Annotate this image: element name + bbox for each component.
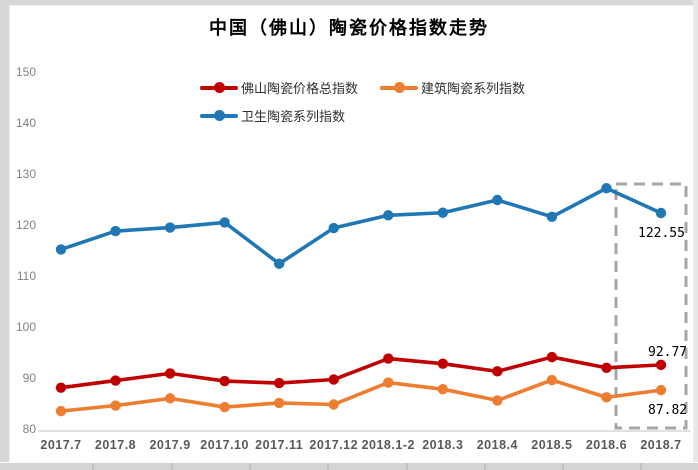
data-label-total-2018-7: 92.77 — [648, 345, 688, 360]
data-point — [328, 222, 339, 234]
y-axis-tick-label: 110 — [16, 269, 36, 283]
cell-divider — [562, 463, 565, 470]
x-axis-tick-label: 2017.12 — [309, 438, 359, 452]
data-point — [546, 374, 558, 386]
data-point — [383, 210, 394, 221]
series-line-0 — [59, 355, 663, 390]
y-axis-tick-label: 80 — [22, 422, 36, 436]
data-point — [110, 400, 121, 411]
legend-marker-blue — [200, 109, 238, 122]
legend-item-total-index: 佛山陶瓷价格总指数 — [200, 78, 358, 96]
legend-label: 佛山陶瓷价格总指数 — [241, 81, 359, 96]
y-axis-tick-label: 140 — [15, 116, 36, 130]
data-point — [164, 393, 176, 404]
data-point — [55, 405, 67, 417]
data-point — [601, 183, 612, 194]
data-point — [655, 207, 667, 219]
data-point — [55, 382, 67, 393]
data-point — [328, 399, 339, 410]
x-axis-tick-label: 2018.5 — [531, 438, 573, 452]
data-point — [546, 211, 558, 223]
x-axis-tick-label: 2018.7 — [640, 438, 682, 452]
data-point — [655, 359, 667, 371]
y-axis-tick-label: 90 — [22, 371, 36, 385]
data-point — [655, 384, 667, 396]
spreadsheet-edge-top — [0, 0, 698, 5]
data-point — [437, 384, 449, 395]
x-axis-tick-label: 2018.3 — [422, 438, 464, 452]
data-point — [219, 401, 230, 413]
data-point — [492, 366, 503, 377]
cell-divider — [640, 463, 643, 470]
legend-marker-orange — [380, 81, 418, 94]
x-axis-tick-label: 2017.7 — [40, 438, 82, 452]
data-point — [219, 375, 230, 387]
series-line-1 — [59, 378, 663, 413]
data-point — [328, 374, 339, 385]
data-point — [273, 397, 285, 409]
data-point — [383, 377, 394, 388]
legend-label: 卫生陶瓷系列指数 — [241, 109, 346, 124]
legend-item-building-index: 建筑陶瓷系列指数 — [380, 78, 525, 96]
spreadsheet-edge-left — [0, 0, 9, 470]
data-point — [55, 244, 67, 255]
x-axis-tick-label: 2017.8 — [94, 438, 137, 452]
x-axis-tick-label: 2017.9 — [149, 438, 191, 452]
y-axis-tick-label: 100 — [15, 320, 36, 334]
data-point — [437, 207, 449, 218]
x-axis-tick-label: 2018.6 — [585, 438, 628, 452]
series-line-2 — [59, 186, 663, 266]
data-point — [492, 194, 503, 206]
x-axis-tick-label: 2018.4 — [476, 438, 518, 452]
data-point — [110, 375, 121, 386]
spreadsheet-edge-right — [693, 0, 698, 470]
cell-divider — [248, 463, 251, 470]
cell-divider — [327, 463, 330, 470]
data-point — [219, 217, 230, 228]
data-label-building-2018-7: 87.82 — [648, 403, 688, 418]
y-axis-tick-label: 130 — [15, 167, 36, 181]
cell-divider — [483, 463, 486, 470]
spreadsheet-edge-bottom — [0, 462, 698, 470]
data-point — [273, 377, 285, 389]
highlight-box-2018-7 — [614, 182, 688, 430]
data-point — [601, 392, 612, 403]
data-label-sanitary-2018-7: 122.55 — [638, 226, 685, 241]
cell-divider — [92, 463, 95, 470]
y-axis-tick-label: 150 — [15, 65, 36, 79]
data-point — [110, 225, 121, 237]
x-axis-tick-label: 2018.1-2 — [361, 438, 415, 452]
x-axis-tick-label: 2017.11 — [255, 438, 304, 452]
data-point — [164, 368, 176, 379]
legend-marker-red — [200, 81, 238, 94]
data-point — [273, 258, 285, 269]
legend-label: 建筑陶瓷系列指数 — [421, 81, 526, 96]
data-point — [164, 222, 176, 233]
cell-divider — [170, 463, 173, 470]
data-point — [437, 358, 449, 369]
data-point — [546, 351, 558, 363]
cell-divider — [405, 463, 408, 470]
chart-title: 中国（佛山）陶瓷价格指数走势 — [209, 18, 489, 38]
y-axis-tick-label: 120 — [15, 218, 36, 232]
data-point — [383, 353, 394, 364]
legend-item-sanitary-index: 卫生陶瓷系列指数 — [200, 106, 345, 124]
data-point — [601, 362, 612, 373]
x-axis-tick-label: 2017.10 — [200, 438, 249, 452]
data-point — [492, 395, 503, 406]
